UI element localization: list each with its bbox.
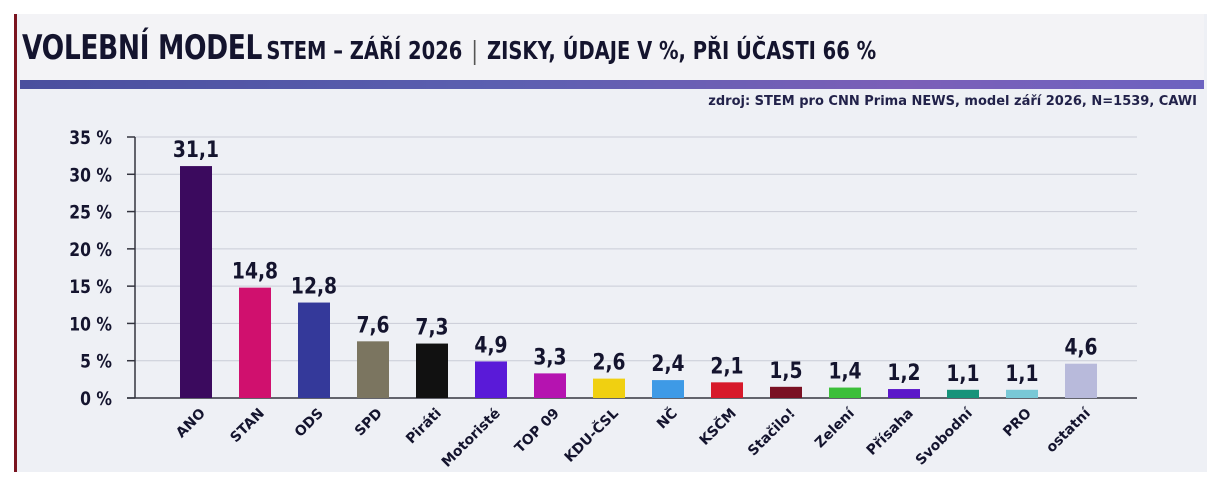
y-tick-label: 15 % xyxy=(69,277,112,299)
bar-value-label: 7,3 xyxy=(415,314,448,340)
bar-value-label: 1,1 xyxy=(946,360,979,386)
bar xyxy=(1006,389,1038,398)
bar-value-label: 2,1 xyxy=(710,353,743,379)
category-label: Přísaha xyxy=(864,406,917,459)
bar xyxy=(770,386,802,398)
y-tick-label: 30 % xyxy=(69,165,112,187)
category-label: Piráti xyxy=(403,406,445,448)
bar xyxy=(239,287,271,398)
bar-value-label: 31,1 xyxy=(173,137,219,163)
bar xyxy=(1065,363,1097,398)
bar xyxy=(947,389,979,398)
category-label: Svobodní xyxy=(913,405,977,469)
category-label: SPD xyxy=(352,406,386,440)
y-tick-label: 0 % xyxy=(80,389,112,411)
bar xyxy=(534,373,566,398)
y-tick-label: 20 % xyxy=(69,239,112,261)
category-label: Motoristé xyxy=(439,406,504,471)
bar xyxy=(593,378,625,398)
category-label: ANO xyxy=(173,405,209,441)
y-tick-label: 5 % xyxy=(80,351,112,373)
bar-value-label: 7,6 xyxy=(356,312,389,338)
category-label: Zelení xyxy=(812,405,859,452)
bar-value-label: 12,8 xyxy=(291,273,337,299)
bar xyxy=(357,341,389,398)
bar xyxy=(888,389,920,398)
category-label: ODS xyxy=(292,406,327,441)
bar-value-label: 1,1 xyxy=(1005,360,1038,386)
y-tick-label: 25 % xyxy=(69,202,112,224)
title-desc: ZISKY, ÚDAJE V %, PŘI ÚČASTI 66 % xyxy=(486,36,877,65)
category-label: KDU-ČSL xyxy=(560,404,622,466)
bar xyxy=(475,361,507,398)
bar xyxy=(711,382,743,398)
title-main: VOLEBNÍ MODEL xyxy=(22,28,263,68)
bar xyxy=(652,380,684,398)
y-tick-label: 35 % xyxy=(69,128,112,150)
bar-value-label: 1,2 xyxy=(887,360,920,386)
bar xyxy=(829,387,861,398)
bar-value-label: 2,6 xyxy=(592,349,625,375)
category-label: KSČM xyxy=(695,404,740,449)
bar-value-label: 1,5 xyxy=(769,357,802,383)
source-note: zdroj: STEM pro CNN Prima NEWS, model zá… xyxy=(708,94,1197,109)
bar-value-label: 3,3 xyxy=(533,344,566,370)
bar-value-label: 1,4 xyxy=(828,358,861,384)
page-title: VOLEBNÍ MODEL STEM – ZÁŘÍ 2026 | ZISKY, … xyxy=(22,28,876,68)
bar-value-label: 14,8 xyxy=(232,258,278,284)
title-sub: STEM – ZÁŘÍ 2026 xyxy=(266,36,463,65)
header xyxy=(20,14,1204,80)
category-label: PRO xyxy=(1000,405,1035,440)
category-label: TOP 09 xyxy=(512,406,563,457)
title-separator: | xyxy=(471,36,478,65)
header-band xyxy=(20,80,1204,89)
category-label: NČ xyxy=(653,404,681,432)
y-tick-label: 10 % xyxy=(69,314,112,336)
bar-value-label: 4,6 xyxy=(1064,334,1097,360)
bar-value-label: 2,4 xyxy=(651,351,684,377)
bar xyxy=(298,302,330,398)
bar-value-label: 4,9 xyxy=(474,332,507,358)
category-label: Stačilo! xyxy=(745,406,799,460)
category-label: ostatní xyxy=(1043,405,1094,456)
bar xyxy=(180,166,212,398)
category-label: STAN xyxy=(227,406,267,446)
bar xyxy=(416,343,448,398)
